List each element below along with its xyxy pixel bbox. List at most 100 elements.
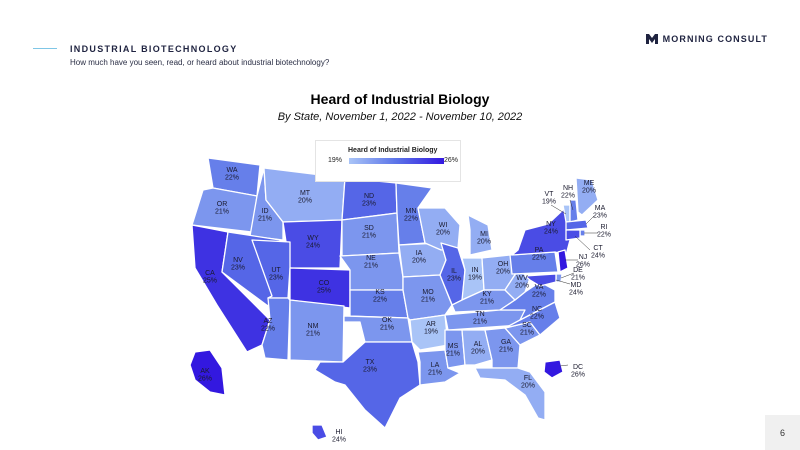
state-label-va: VA 22% — [532, 284, 546, 299]
state-label-ok: OK 21% — [380, 317, 394, 332]
state-abbr: PA — [535, 247, 544, 254]
state-abbr: NY — [546, 221, 556, 228]
map-subtitle: By State, November 1, 2022 - November 10… — [277, 111, 523, 123]
state-value: 23% — [593, 213, 607, 220]
state-abbr: NJ — [579, 254, 588, 261]
state-value: 19% — [542, 199, 556, 206]
state-value: 23% — [362, 201, 376, 208]
state-abbr: ID — [262, 208, 269, 215]
state-label-sd: SD 21% — [362, 225, 376, 240]
state-value: 19% — [468, 275, 482, 282]
legend-title: Heard of Industrial Biology — [348, 147, 438, 154]
state-ok — [343, 315, 413, 343]
state-value: 21% — [362, 233, 376, 240]
state-label-ca: CA 25% — [203, 270, 217, 285]
state-abbr: NM — [308, 323, 319, 330]
state-value: 20% — [298, 198, 312, 205]
state-value: 20% — [471, 349, 485, 356]
state-md — [524, 273, 557, 287]
state-value: 20% — [477, 239, 491, 246]
state-value: 21% — [480, 299, 494, 306]
state-label-il: IL 23% — [447, 268, 461, 283]
brand-logo: MORNING CONSULT — [645, 34, 768, 44]
state-value: 24% — [569, 290, 583, 297]
section-title: INDUSTRIAL BIOTECHNOLOGY — [70, 44, 238, 54]
state-label-ky: KY 21% — [480, 291, 494, 306]
state-value: 24% — [544, 229, 558, 236]
state-label-wy: WY 24% — [306, 235, 320, 250]
state-value: 21% — [306, 331, 320, 338]
state-value: 23% — [447, 276, 461, 283]
state-me — [575, 177, 599, 216]
state-value: 25% — [203, 278, 217, 285]
state-label-tx: TX 23% — [363, 359, 377, 374]
leader-line-ct — [574, 235, 591, 251]
state-abbr: IL — [451, 268, 457, 275]
page-number-box: 6 — [765, 415, 800, 450]
state-value: 21% — [520, 330, 534, 337]
state-label-pa: PA 22% — [532, 247, 546, 262]
state-label-la: LA 21% — [428, 362, 442, 377]
state-abbr: NH — [563, 185, 573, 192]
state-ak — [189, 349, 226, 396]
state-label-hi: HI 24% — [332, 429, 346, 444]
state-label-nm: NM 21% — [306, 323, 320, 338]
state-value: 21% — [473, 319, 487, 326]
legend-gradient-bar — [349, 158, 444, 164]
leader-line-md — [555, 279, 571, 285]
state-abbr: AK — [200, 368, 210, 375]
state-label-co: CO 25% — [317, 280, 331, 295]
state-label-tn: TN 21% — [473, 311, 487, 326]
state-al — [461, 329, 493, 366]
state-label-ny: NY 24% — [544, 221, 558, 236]
state-value: 24% — [306, 243, 320, 250]
state-abbr: TX — [366, 359, 375, 366]
state-label-mn: MN 22% — [404, 208, 418, 223]
state-nh — [569, 199, 579, 223]
map-title: Heard of Industrial Biology — [310, 91, 490, 107]
state-abbr: IA — [416, 250, 423, 257]
state-value: 21% — [571, 275, 585, 282]
state-value: 21% — [258, 216, 272, 223]
state-label-wv: WV 20% — [515, 275, 529, 290]
state-label-ma: MA 23% — [593, 205, 607, 220]
leader-line-de — [560, 272, 575, 279]
state-label-fl: FL 20% — [521, 375, 535, 390]
state-value: 20% — [496, 269, 510, 276]
state-label-mo: MO 21% — [421, 289, 435, 304]
state-abbr: CT — [593, 245, 603, 252]
state-label-ut: UT 23% — [269, 267, 283, 282]
state-label-or: OR 21% — [215, 201, 229, 216]
state-ma — [565, 219, 589, 231]
state-abbr: WI — [439, 222, 448, 229]
state-label-ms: MS 21% — [446, 343, 460, 358]
legend-max: 26% — [444, 157, 459, 164]
state-label-ia: IA 20% — [412, 250, 426, 265]
state-label-ak: AK 26% — [198, 368, 212, 383]
state-abbr: VA — [535, 284, 544, 291]
state-label-al: AL 20% — [471, 341, 485, 356]
state-label-id: ID 21% — [258, 208, 272, 223]
page-number: 6 — [779, 428, 785, 438]
state-abbr: WY — [307, 235, 319, 242]
leader-line-dc — [559, 364, 569, 367]
state-value: 24% — [332, 437, 346, 444]
state-abbr: WV — [516, 275, 528, 282]
state-abbr: MD — [571, 282, 582, 289]
state-value: 21% — [421, 297, 435, 304]
state-label-ga: GA 21% — [499, 339, 513, 354]
state-value: 21% — [446, 351, 460, 358]
state-value: 22% — [561, 193, 575, 200]
state-abbr: MO — [422, 289, 434, 296]
state-abbr: KY — [482, 291, 492, 298]
state-label-vt: VT 19% — [542, 191, 556, 206]
state-mi — [467, 214, 493, 256]
state-label-sc: SC 21% — [520, 322, 534, 337]
state-label-ne: NE 21% — [364, 255, 378, 270]
state-fl — [474, 367, 546, 421]
leader-line-vt — [550, 204, 567, 215]
state-value: 26% — [576, 262, 590, 269]
survey-question: How much have you seen, read, or heard a… — [70, 58, 330, 67]
state-label-in: IN 19% — [468, 267, 482, 282]
